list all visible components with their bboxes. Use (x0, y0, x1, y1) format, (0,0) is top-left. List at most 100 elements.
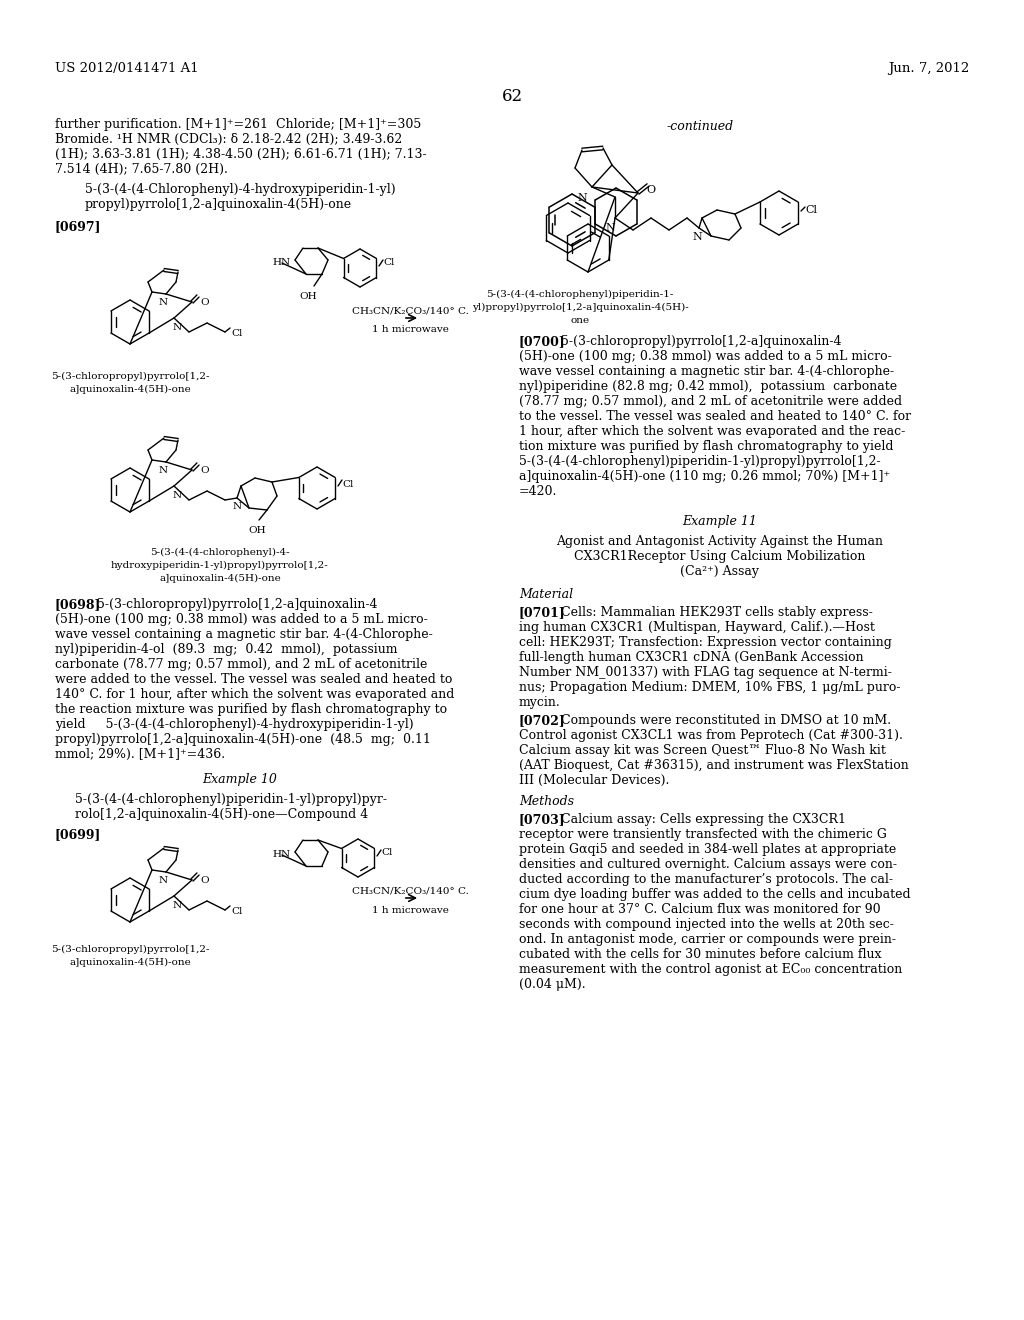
Text: CX3CR1Receptor Using Calcium Mobilization: CX3CR1Receptor Using Calcium Mobilizatio… (574, 550, 865, 564)
Text: full-length human CX3CR1 cDNA (GenBank Accession: full-length human CX3CR1 cDNA (GenBank A… (519, 651, 863, 664)
Text: wave vessel containing a magnetic stir bar. 4-(4-chlorophe-: wave vessel containing a magnetic stir b… (519, 366, 894, 378)
Text: [0701]: [0701] (519, 606, 565, 619)
Text: ond. In antagonist mode, carrier or compounds were prein-: ond. In antagonist mode, carrier or comp… (519, 933, 896, 946)
Text: Example 11: Example 11 (683, 515, 758, 528)
Text: nyl)piperidin-4-ol  (89.3  mg;  0.42  mmol),  potassium: nyl)piperidin-4-ol (89.3 mg; 0.42 mmol),… (55, 643, 397, 656)
Text: nus; Propagation Medium: DMEM, 10% FBS, 1 μg/mL puro-: nus; Propagation Medium: DMEM, 10% FBS, … (519, 681, 900, 694)
Text: the reaction mixture was purified by flash chromatography to: the reaction mixture was purified by fla… (55, 704, 447, 715)
Text: nyl)piperidine (82.8 mg; 0.42 mmol),  potassium  carbonate: nyl)piperidine (82.8 mg; 0.42 mmol), pot… (519, 380, 897, 393)
Text: cell: HEK293T; Transfection: Expression vector containing: cell: HEK293T; Transfection: Expression … (519, 636, 892, 649)
Text: 140° C. for 1 hour, after which the solvent was evaporated and: 140° C. for 1 hour, after which the solv… (55, 688, 455, 701)
Text: III (Molecular Devices).: III (Molecular Devices). (519, 774, 670, 787)
Text: 5-(3-(4-(4-chlorophenyl)-4-: 5-(3-(4-(4-chlorophenyl)-4- (151, 548, 290, 557)
Text: cubated with the cells for 30 minutes before calcium flux: cubated with the cells for 30 minutes be… (519, 948, 882, 961)
Text: N: N (172, 902, 181, 909)
Text: N: N (159, 298, 168, 308)
Text: O: O (200, 466, 209, 475)
Text: N: N (692, 232, 701, 242)
Text: receptor were transiently transfected with the chimeric G: receptor were transiently transfected wi… (519, 828, 887, 841)
Text: N: N (159, 876, 168, 884)
Text: mmol; 29%). [M+1]⁺=436.: mmol; 29%). [M+1]⁺=436. (55, 748, 225, 762)
Text: 5-(3-(4-(4-chlorophenyl)piperidin-1-yl)propyl)pyr-: 5-(3-(4-(4-chlorophenyl)piperidin-1-yl)p… (75, 793, 387, 807)
Text: carbonate (78.77 mg; 0.57 mmol), and 2 mL of acetonitrile: carbonate (78.77 mg; 0.57 mmol), and 2 m… (55, 657, 427, 671)
Text: OH: OH (299, 292, 316, 301)
Text: (AAT Bioquest, Cat #36315), and instrument was FlexStation: (AAT Bioquest, Cat #36315), and instrume… (519, 759, 908, 772)
Text: Control agonist CX3CL1 was from Peprotech (Cat #300-31).: Control agonist CX3CL1 was from Peprotec… (519, 729, 903, 742)
Text: 7.514 (4H); 7.65-7.80 (2H).: 7.514 (4H); 7.65-7.80 (2H). (55, 162, 228, 176)
Text: [0700]: [0700] (519, 335, 565, 348)
Text: propyl)pyrrolo[1,2-a]quinoxalin-4(5H)-one  (48.5  mg;  0.11: propyl)pyrrolo[1,2-a]quinoxalin-4(5H)-on… (55, 733, 431, 746)
Text: 5-(3-chloropropyl)pyrrolo[1,2-a]quinoxalin-4: 5-(3-chloropropyl)pyrrolo[1,2-a]quinoxal… (561, 335, 842, 348)
Text: [0697]: [0697] (55, 220, 101, 234)
Text: CH₃CN/K₂CO₃/140° C.: CH₃CN/K₂CO₃/140° C. (351, 306, 468, 315)
Text: 1 h microwave: 1 h microwave (372, 325, 449, 334)
Text: Number NM_001337) with FLAG tag sequence at N-termi-: Number NM_001337) with FLAG tag sequence… (519, 667, 892, 678)
Text: for one hour at 37° C. Calcium flux was monitored for 90: for one hour at 37° C. Calcium flux was … (519, 903, 881, 916)
Text: (1H); 3.63-3.81 (1H); 4.38-4.50 (2H); 6.61-6.71 (1H); 7.13-: (1H); 3.63-3.81 (1H); 4.38-4.50 (2H); 6.… (55, 148, 427, 161)
Text: were added to the vessel. The vessel was sealed and heated to: were added to the vessel. The vessel was… (55, 673, 453, 686)
Text: (5H)-one (100 mg; 0.38 mmol) was added to a 5 mL micro-: (5H)-one (100 mg; 0.38 mmol) was added t… (519, 350, 892, 363)
Text: mycin.: mycin. (519, 696, 561, 709)
Text: cium dye loading buffer was added to the cells and incubated: cium dye loading buffer was added to the… (519, 888, 910, 902)
Text: Cells: Mammalian HEK293T cells stably express-: Cells: Mammalian HEK293T cells stably ex… (561, 606, 872, 619)
Text: OH: OH (248, 525, 266, 535)
Text: O: O (200, 298, 209, 308)
Text: seconds with compound injected into the wells at 20th sec-: seconds with compound injected into the … (519, 917, 894, 931)
Text: Cl: Cl (805, 205, 817, 215)
Text: Cl: Cl (231, 907, 243, 916)
Text: Compounds were reconstituted in DMSO at 10 mM.: Compounds were reconstituted in DMSO at … (561, 714, 891, 727)
Text: a]quinoxalin-4(5H)-one: a]quinoxalin-4(5H)-one (159, 574, 281, 583)
Text: Calcium assay: Cells expressing the CX3CR1: Calcium assay: Cells expressing the CX3C… (561, 813, 846, 826)
Text: Agonist and Antagonist Activity Against the Human: Agonist and Antagonist Activity Against … (556, 535, 884, 548)
Text: 5-(3-chloropropyl)pyrrolo[1,2-: 5-(3-chloropropyl)pyrrolo[1,2- (51, 372, 209, 381)
Text: 1 hour, after which the solvent was evaporated and the reac-: 1 hour, after which the solvent was evap… (519, 425, 905, 438)
Text: Calcium assay kit was Screen Quest™ Fluo-8 No Wash kit: Calcium assay kit was Screen Quest™ Fluo… (519, 744, 886, 756)
Text: hydroxypiperidin-1-yl)propyl)pyrrolo[1,2-: hydroxypiperidin-1-yl)propyl)pyrrolo[1,2… (112, 561, 329, 570)
Text: rolo[1,2-a]quinoxalin-4(5H)-one—Compound 4: rolo[1,2-a]quinoxalin-4(5H)-one—Compound… (75, 808, 369, 821)
Text: 5-(3-chloropropyl)pyrrolo[1,2-a]quinoxalin-4: 5-(3-chloropropyl)pyrrolo[1,2-a]quinoxal… (97, 598, 378, 611)
Text: O: O (200, 876, 209, 884)
Text: HN: HN (272, 850, 290, 859)
Text: (5H)-one (100 mg; 0.38 mmol) was added to a 5 mL micro-: (5H)-one (100 mg; 0.38 mmol) was added t… (55, 612, 428, 626)
Text: Cl: Cl (342, 480, 353, 488)
Text: yield     5-(3-(4-(4-chlorophenyl)-4-hydroxypiperidin-1-yl): yield 5-(3-(4-(4-chlorophenyl)-4-hydroxy… (55, 718, 414, 731)
Text: N: N (172, 491, 181, 500)
Text: [0703]: [0703] (519, 813, 565, 826)
Text: 5-(3-(4-(4-Chlorophenyl)-4-hydroxypiperidin-1-yl): 5-(3-(4-(4-Chlorophenyl)-4-hydroxypiperi… (85, 183, 395, 195)
Text: Cl: Cl (383, 257, 394, 267)
Text: Bromide. ¹H NMR (CDCl₃): δ 2.18-2.42 (2H); 3.49-3.62: Bromide. ¹H NMR (CDCl₃): δ 2.18-2.42 (2H… (55, 133, 402, 147)
Text: one: one (570, 315, 590, 325)
Text: (Ca²⁺) Assay: (Ca²⁺) Assay (681, 565, 760, 578)
Text: ing human CX3CR1 (Multispan, Hayward, Calif.).—Host: ing human CX3CR1 (Multispan, Hayward, Ca… (519, 620, 874, 634)
Text: US 2012/0141471 A1: US 2012/0141471 A1 (55, 62, 199, 75)
Text: (0.04 μM).: (0.04 μM). (519, 978, 586, 991)
Text: 1 h microwave: 1 h microwave (372, 906, 449, 915)
Text: yl)propyl)pyrrolo[1,2-a]quinoxalin-4(5H)-: yl)propyl)pyrrolo[1,2-a]quinoxalin-4(5H)… (472, 304, 688, 312)
Text: ducted according to the manufacturer’s protocols. The cal-: ducted according to the manufacturer’s p… (519, 873, 893, 886)
Text: a]quinoxalin-4(5H)-one: a]quinoxalin-4(5H)-one (70, 385, 190, 395)
Text: 5-(3-(4-(4-chlorophenyl)piperidin-1-yl)propyl)pyrrolo[1,2-: 5-(3-(4-(4-chlorophenyl)piperidin-1-yl)p… (519, 455, 881, 469)
Text: to the vessel. The vessel was sealed and heated to 140° C. for: to the vessel. The vessel was sealed and… (519, 411, 911, 422)
Text: Material: Material (519, 587, 573, 601)
Text: N: N (159, 466, 168, 475)
Text: Methods: Methods (519, 795, 574, 808)
Text: wave vessel containing a magnetic stir bar. 4-(4-Chlorophe-: wave vessel containing a magnetic stir b… (55, 628, 433, 642)
Text: 5-(3-chloropropyl)pyrrolo[1,2-: 5-(3-chloropropyl)pyrrolo[1,2- (51, 945, 209, 954)
Text: [0699]: [0699] (55, 828, 101, 841)
Text: 62: 62 (502, 88, 522, 106)
Text: densities and cultured overnight. Calcium assays were con-: densities and cultured overnight. Calciu… (519, 858, 897, 871)
Text: [0698]: [0698] (55, 598, 101, 611)
Text: HN: HN (272, 257, 290, 267)
Text: measurement with the control agonist at EC₀₀ concentration: measurement with the control agonist at … (519, 964, 902, 975)
Text: =420.: =420. (519, 484, 557, 498)
Text: N: N (578, 193, 587, 203)
Text: (78.77 mg; 0.57 mmol), and 2 mL of acetonitrile were added: (78.77 mg; 0.57 mmol), and 2 mL of aceto… (519, 395, 902, 408)
Text: tion mixture was purified by flash chromatography to yield: tion mixture was purified by flash chrom… (519, 440, 894, 453)
Text: [0702]: [0702] (519, 714, 565, 727)
Text: Example 10: Example 10 (203, 774, 278, 785)
Text: -continued: -continued (667, 120, 733, 133)
Text: N: N (605, 223, 614, 234)
Text: CH₃CN/K₂CO₃/140° C.: CH₃CN/K₂CO₃/140° C. (351, 886, 468, 895)
Text: protein Gαqi5 and seeded in 384-well plates at appropriate: protein Gαqi5 and seeded in 384-well pla… (519, 843, 896, 855)
Text: a]quinoxalin-4(5H)-one (110 mg; 0.26 mmol; 70%) [M+1]⁺: a]quinoxalin-4(5H)-one (110 mg; 0.26 mmo… (519, 470, 890, 483)
